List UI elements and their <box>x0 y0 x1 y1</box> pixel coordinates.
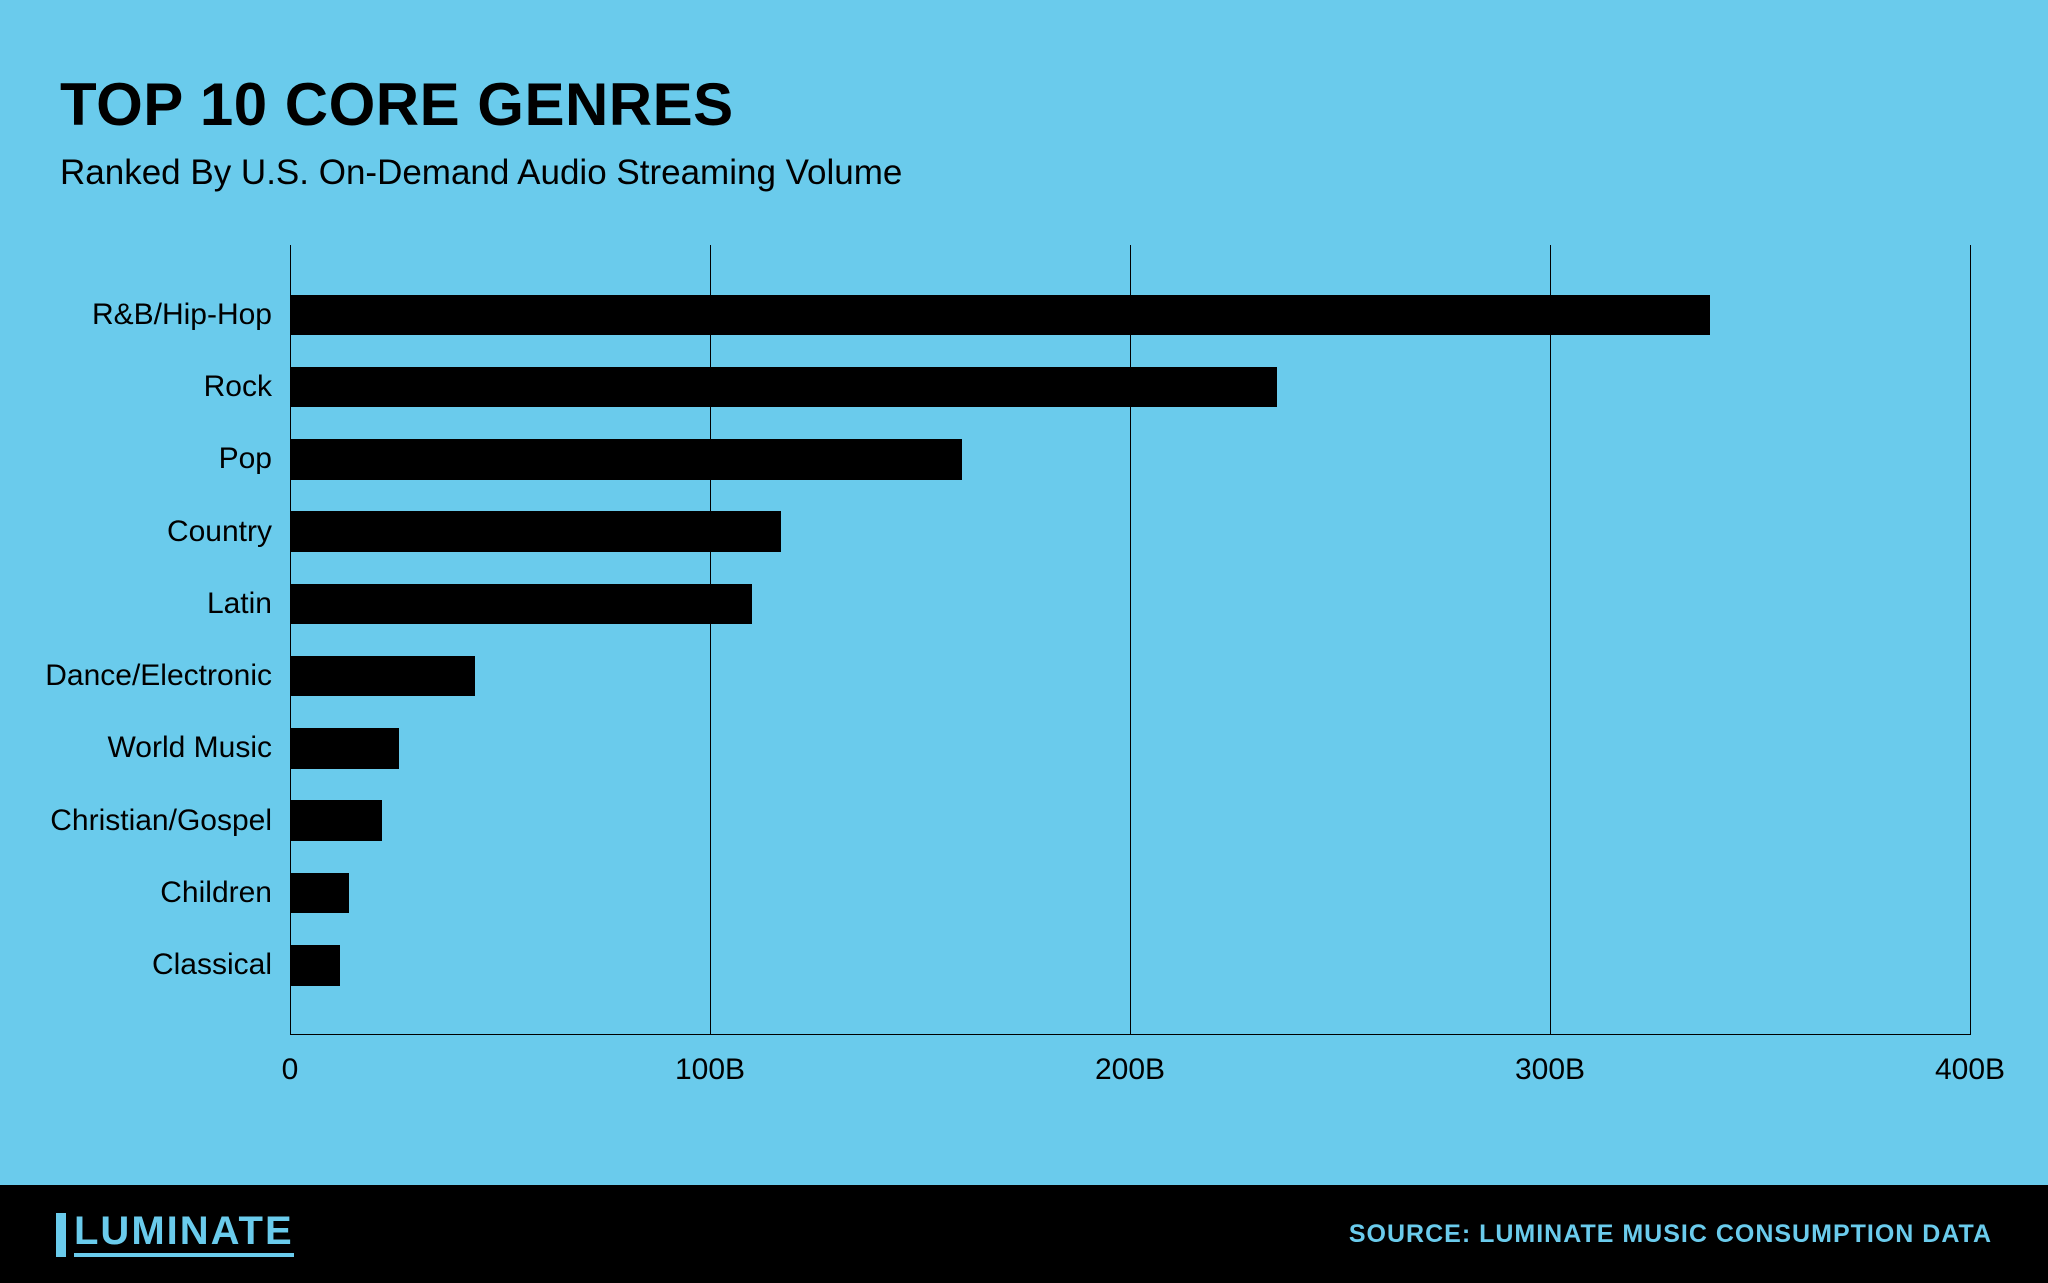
category-label: Pop <box>219 442 290 476</box>
category-label: Christian/Gospel <box>50 804 290 838</box>
chart-subtitle: Ranked By U.S. On-Demand Audio Streaming… <box>60 153 902 193</box>
gridline <box>1970 245 1971 1035</box>
luminate-logo: LUMINATE <box>56 1211 294 1257</box>
x-tick-label: 300B <box>1515 1053 1585 1087</box>
x-tick-label: 0 <box>282 1053 299 1087</box>
bar <box>290 656 475 696</box>
chart-canvas: TOP 10 CORE GENRES Ranked By U.S. On-Dem… <box>0 0 2048 1283</box>
gridline <box>1130 245 1131 1035</box>
bar <box>290 584 752 624</box>
category-label: Classical <box>152 948 290 982</box>
chart-title: TOP 10 CORE GENRES <box>60 70 902 139</box>
bar <box>290 728 399 768</box>
bar <box>290 800 382 840</box>
footer-bar: LUMINATE SOURCE: LUMINATE MUSIC CONSUMPT… <box>0 1185 2048 1283</box>
category-label: Country <box>167 515 290 549</box>
gridline <box>710 245 711 1035</box>
bar <box>290 945 340 985</box>
category-label: Rock <box>204 370 290 404</box>
category-label: World Music <box>108 731 290 765</box>
bar <box>290 439 962 479</box>
gridline <box>1550 245 1551 1035</box>
x-tick-label: 400B <box>1935 1053 2005 1087</box>
chart-plot-area: R&B/Hip-HopRockPopCountryLatinDance/Elec… <box>290 245 1970 1035</box>
logo-text: LUMINATE <box>74 1211 294 1257</box>
category-label: R&B/Hip-Hop <box>92 298 290 332</box>
bar <box>290 511 781 551</box>
category-label: Latin <box>207 587 290 621</box>
header: TOP 10 CORE GENRES Ranked By U.S. On-Dem… <box>60 70 902 193</box>
bar <box>290 367 1277 407</box>
x-ticks-container: 0100B200B300B400B <box>290 1035 1970 1095</box>
x-tick-label: 100B <box>675 1053 745 1087</box>
bar <box>290 295 1710 335</box>
source-text: SOURCE: LUMINATE MUSIC CONSUMPTION DATA <box>1349 1220 1992 1249</box>
bar <box>290 873 349 913</box>
logo-mark <box>56 1213 66 1257</box>
category-label: Children <box>160 876 290 910</box>
x-tick-label: 200B <box>1095 1053 1165 1087</box>
category-label: Dance/Electronic <box>45 659 290 693</box>
